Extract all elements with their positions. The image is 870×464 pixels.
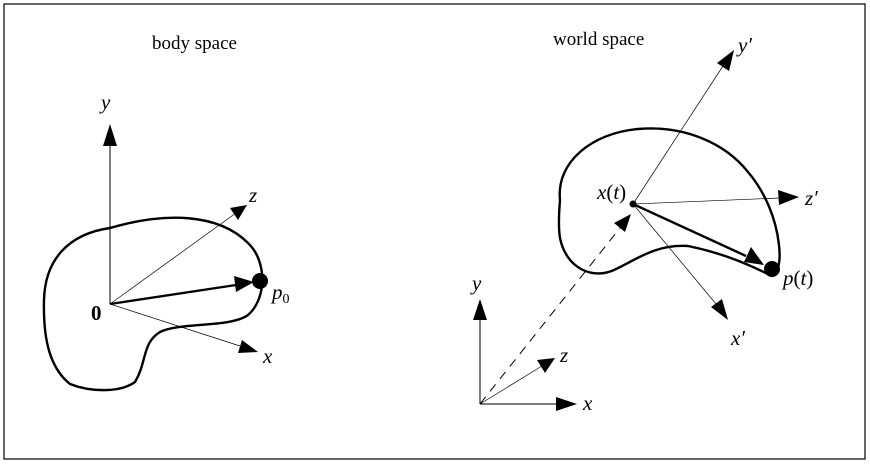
world-center-label: x(t) (596, 180, 626, 204)
body-point-label-subscript: 0 (283, 292, 290, 307)
world-body-z-axis (632, 197, 781, 205)
body-z-axis-arrowhead (230, 205, 247, 220)
body-space-panel: body space y z x 0 p0 (42, 33, 290, 392)
world-translation-vector (479, 227, 621, 405)
world-position-vector (632, 202, 747, 258)
world-point-label-close: ) (806, 266, 813, 290)
world-translation-vector-arrowhead (614, 214, 631, 232)
world-body-x-axis-arrowhead (711, 299, 728, 320)
body-y-axis-label: y (99, 90, 111, 114)
world-point-label-base: p (781, 266, 794, 290)
body-point-label: p0 (270, 280, 290, 307)
body-outline (42, 216, 264, 392)
body-y-axis-arrowhead (103, 124, 117, 146)
world-body-z-axis-arrowhead (778, 190, 799, 205)
world-center-label-arg: t (613, 180, 620, 204)
world-z-axis-label: z (559, 343, 568, 367)
world-x-axis-label: x (582, 391, 593, 415)
body-x-axis-arrowhead (238, 340, 258, 353)
figure-frame (3, 3, 866, 460)
world-z-axis-arrowhead (537, 358, 555, 373)
world-center-label-base: x (596, 180, 607, 204)
world-body-x-axis-label: x′ (730, 326, 745, 350)
world-space-title: world space (553, 29, 644, 50)
world-position-vector-arrowhead (744, 247, 764, 265)
world-y-axis-arrowhead (473, 299, 487, 320)
body-z-axis (109, 212, 237, 305)
world-center-label-open: ( (606, 180, 613, 204)
body-point-label-base: p (270, 280, 283, 304)
world-y-axis-label: y (470, 271, 482, 295)
world-point-label: p(t) (781, 266, 813, 290)
body-x-axis (109, 303, 241, 347)
world-body-y-axis-label: y′ (736, 33, 752, 57)
body-position-vector-arrowhead (234, 276, 254, 292)
world-center-label-close: ) (619, 180, 626, 204)
world-space-panel: world space y x z y′ z′ x′ (470, 29, 818, 415)
world-x-axis-arrowhead (556, 397, 577, 411)
body-position-vector (109, 283, 237, 306)
world-body-x-axis (632, 203, 717, 305)
body-point-p0 (252, 273, 268, 289)
world-body-y-axis (632, 65, 724, 205)
body-x-axis-label: x (262, 344, 273, 368)
world-point-pt (764, 261, 780, 277)
world-z-axis (479, 365, 543, 405)
body-z-axis-label: z (248, 183, 257, 207)
world-body-z-axis-label: z′ (804, 186, 818, 210)
world-point-label-arg: t (801, 266, 808, 290)
body-origin-label: 0 (91, 301, 102, 325)
body-space-title: body space (152, 33, 237, 54)
world-body-y-axis-arrowhead (717, 50, 734, 71)
world-center-point (629, 200, 637, 208)
world-point-label-open: ( (794, 266, 801, 290)
